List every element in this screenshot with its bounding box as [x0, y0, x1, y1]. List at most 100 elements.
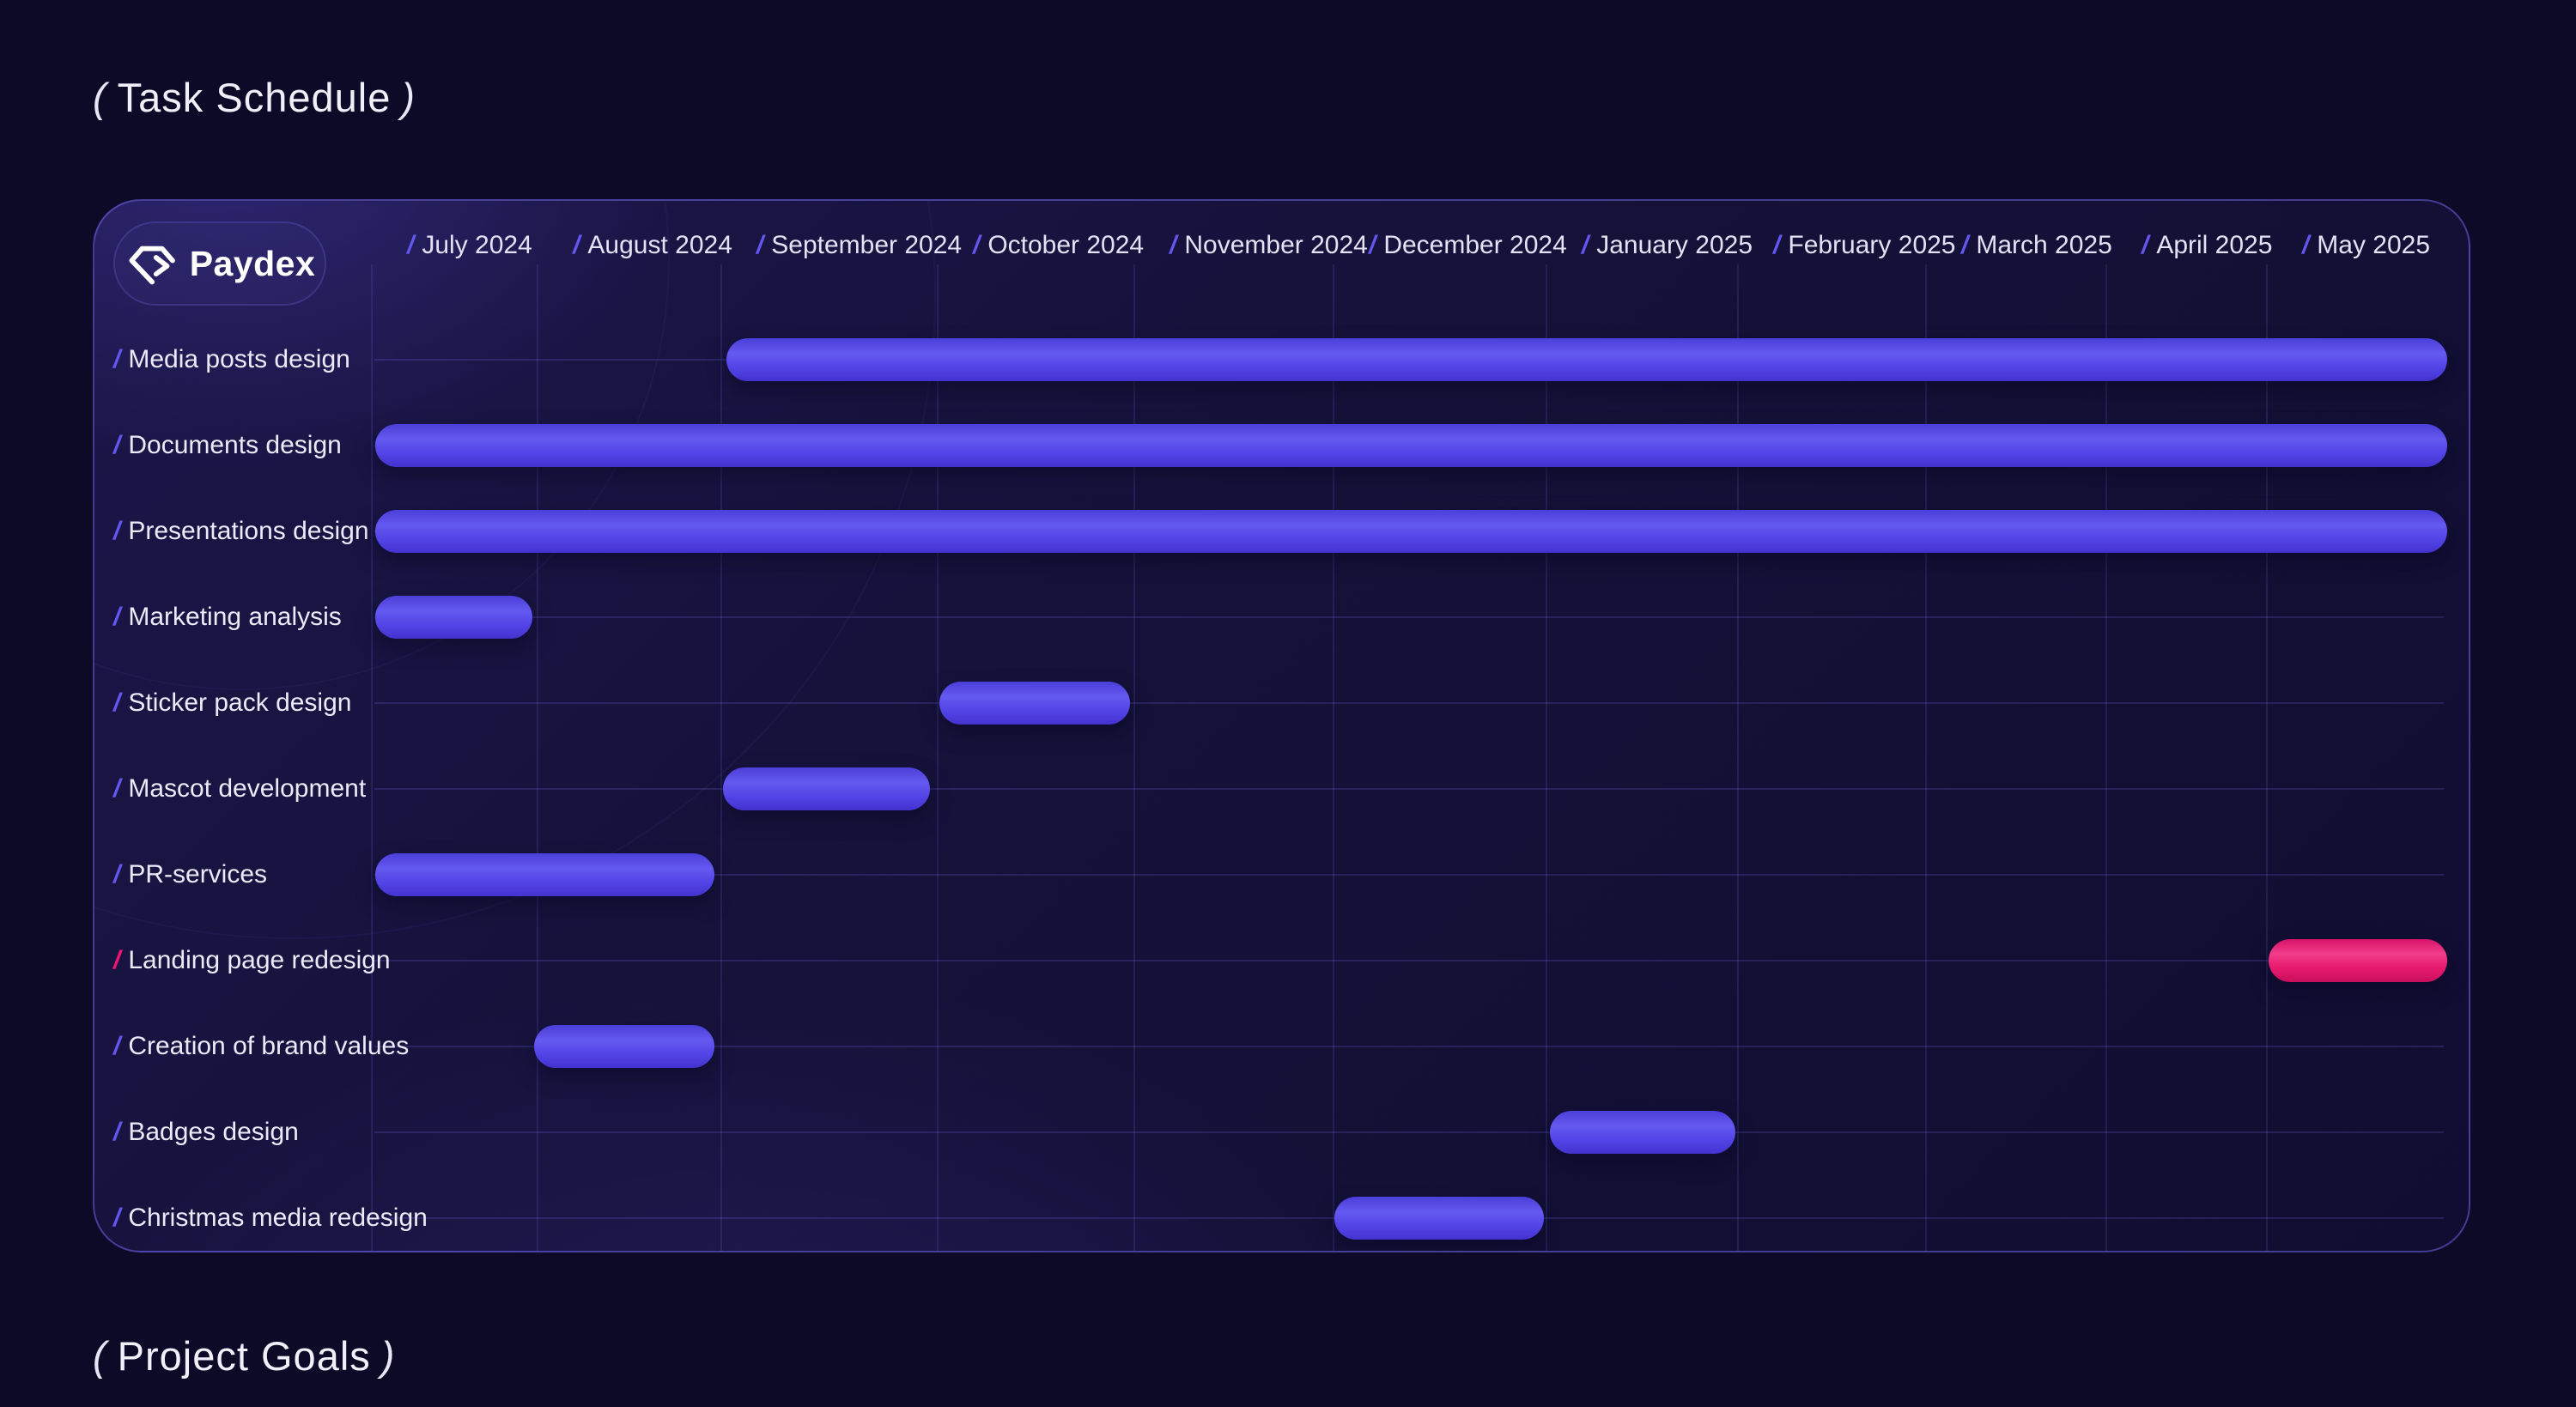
label-text: February 2025 [1788, 231, 1956, 259]
label-text: July 2024 [422, 231, 532, 259]
slash-icon: / [113, 345, 121, 373]
slash-icon: / [113, 1204, 121, 1232]
month-header-november-2024: / November 2024 [1170, 227, 1368, 264]
label-text: Mascot development [128, 774, 367, 803]
gantt-bar-presentations-design[interactable] [374, 510, 2447, 553]
logo-text: Paydex [189, 243, 316, 283]
task-label-presentations-design: / Presentations design [113, 512, 369, 550]
row-track [374, 788, 2444, 790]
label-text: Documents design [128, 431, 342, 459]
row-track [374, 1131, 2444, 1133]
grid-line-march-2025 [1925, 264, 1928, 1251]
label-text: April 2025 [2156, 231, 2273, 259]
month-header-september-2024: / September 2024 [756, 227, 962, 264]
task-label-landing-page-redesign: / Landing page redesign [113, 942, 391, 979]
row-track [374, 1046, 2444, 1047]
section-heading-project-goals: (Project Goals) [82, 1332, 405, 1380]
label-text: PR-services [128, 860, 268, 888]
label-text: Marketing analysis [128, 603, 342, 631]
paren-open: ( [93, 1333, 107, 1379]
slash-icon: / [2141, 231, 2149, 259]
slash-icon: / [756, 231, 764, 259]
slash-icon: / [1368, 231, 1376, 259]
task-label-pr-services: / PR-services [113, 856, 267, 894]
gantt-bar-badges-design[interactable] [1549, 1111, 1736, 1154]
project-goals-text: Project Goals [117, 1333, 371, 1379]
label-text: August 2024 [587, 231, 732, 259]
grid-line-april-2025 [2105, 264, 2107, 1251]
gantt-bar-mascot-development[interactable] [723, 767, 930, 810]
gantt-bar-media-posts-design[interactable] [726, 338, 2447, 381]
grid-line-may-2025 [2265, 264, 2268, 1251]
paydex-logo: Paydex [113, 221, 326, 306]
row-track [374, 616, 2444, 618]
slash-icon: / [113, 860, 121, 888]
row-track [374, 702, 2444, 704]
label-text: September 2024 [771, 231, 963, 259]
slash-icon: / [113, 603, 121, 631]
label-text: Media posts design [128, 345, 350, 373]
month-header-october-2024: / October 2024 [973, 227, 1144, 264]
slash-icon: / [1581, 231, 1589, 259]
label-text: December 2024 [1383, 231, 1567, 259]
month-header-july-2024: / July 2024 [407, 227, 532, 264]
label-text: Badges design [128, 1118, 299, 1146]
label-text: November 2024 [1184, 231, 1368, 259]
grid-line-february-2025 [1737, 264, 1740, 1251]
paren-open: ( [93, 75, 107, 120]
paren-close: ) [380, 1333, 396, 1379]
slash-icon: / [113, 688, 121, 717]
gantt-bar-pr-services[interactable] [374, 853, 715, 896]
page-title: (Task Schedule) [82, 74, 426, 121]
slash-icon: / [113, 517, 121, 545]
slash-icon: / [1773, 231, 1781, 259]
month-header-december-2024: / December 2024 [1369, 227, 1567, 264]
task-label-sticker-pack-design: / Sticker pack design [113, 684, 351, 722]
page-title-text: Task Schedule [117, 75, 392, 120]
task-schedule-card: Paydex / July 2024/August 2024/September … [93, 199, 2470, 1252]
slash-icon: / [972, 231, 981, 259]
grid-line-august-2024 [537, 264, 539, 1251]
month-header-january-2025: / January 2025 [1582, 227, 1753, 264]
label-text: May 2025 [2317, 231, 2431, 259]
paydex-diamond-icon [129, 246, 175, 285]
slash-icon: / [407, 231, 415, 259]
month-header-august-2024: / August 2024 [573, 227, 732, 264]
label-text: Christmas media redesign [128, 1204, 428, 1232]
label-text: Creation of brand values [128, 1032, 410, 1060]
slash-icon: / [573, 231, 580, 259]
grid-line-january-2025 [1545, 264, 1547, 1251]
month-header-february-2025: / February 2025 [1773, 227, 1955, 264]
gantt-bar-creation-of-brand-values[interactable] [534, 1025, 715, 1068]
slash-icon: / [113, 774, 121, 803]
task-label-marketing-analysis: / Marketing analysis [113, 598, 342, 636]
paren-close: ) [401, 75, 416, 120]
slash-icon: / [1170, 231, 1177, 259]
label-text: Landing page redesign [128, 946, 391, 974]
task-label-mascot-development: / Mascot development [113, 770, 366, 808]
label-text: October 2024 [987, 231, 1145, 259]
task-label-christmas-media-redesign: / Christmas media redesign [113, 1199, 428, 1237]
gantt-bar-sticker-pack-design[interactable] [939, 682, 1131, 725]
decorative-swirl [94, 201, 936, 939]
slash-icon: / [113, 1032, 121, 1060]
grid-line-july-2024 [371, 264, 373, 1251]
gantt-bar-landing-page-redesign[interactable] [2269, 939, 2447, 982]
month-header-april-2025: / April 2025 [2142, 227, 2272, 264]
label-text: Presentations design [128, 517, 369, 545]
grid-line-october-2024 [936, 264, 939, 1251]
label-text: January 2025 [1596, 231, 1753, 259]
task-label-media-posts-design: / Media posts design [113, 341, 350, 379]
grid-line-september-2024 [720, 264, 722, 1251]
slash-icon: / [2301, 231, 2310, 259]
label-text: Sticker pack design [128, 688, 352, 717]
task-label-badges-design: / Badges design [113, 1113, 299, 1151]
gantt-bar-marketing-analysis[interactable] [374, 596, 533, 639]
row-track [374, 874, 2444, 876]
label-text: March 2025 [1976, 231, 2112, 259]
gantt-bar-christmas-media-redesign[interactable] [1334, 1197, 1544, 1240]
month-header-may-2025: / May 2025 [2302, 227, 2430, 264]
slash-icon: / [113, 946, 121, 974]
slash-icon: / [113, 431, 121, 459]
gantt-bar-documents-design[interactable] [374, 424, 2447, 467]
